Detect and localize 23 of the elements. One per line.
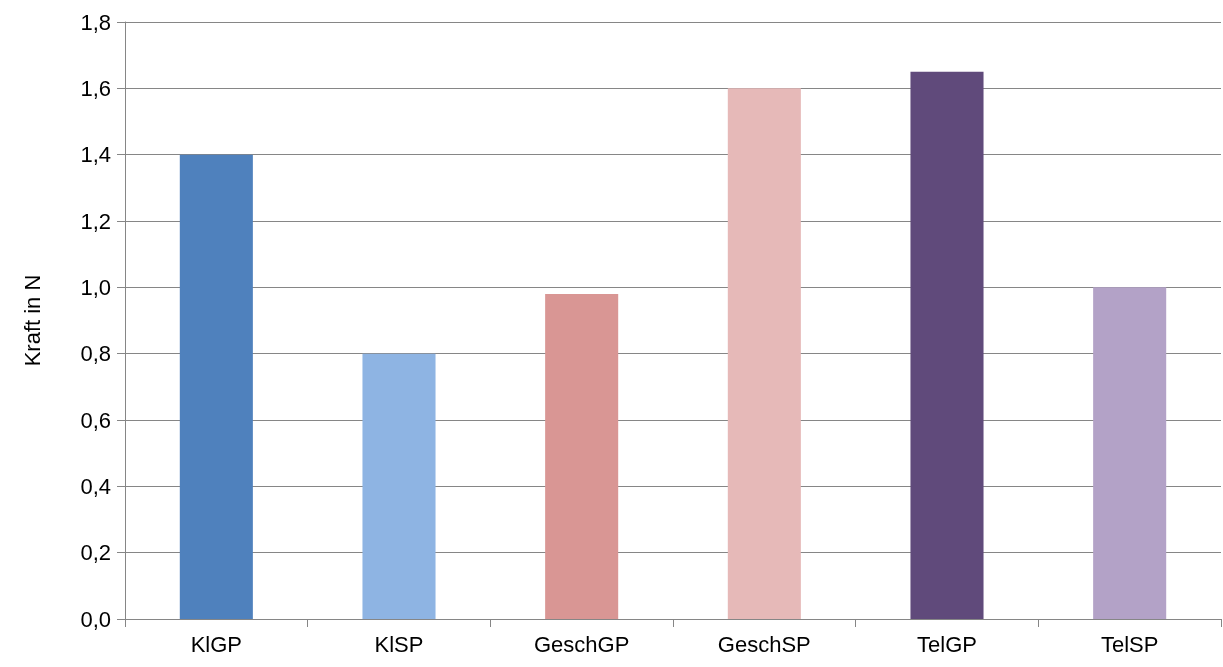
bar [910,71,984,619]
x-tick-label: GeschGP [533,631,630,657]
x-tick-label: GeschSP [717,631,811,657]
bar [179,154,253,619]
y-axis-title: Kraft in N [19,274,45,367]
x-tick-label: TelGP [917,631,977,657]
y-tick-label: 1,6 [80,75,111,101]
y-tick-label: 1,4 [80,142,111,168]
bar [1093,287,1167,619]
y-tick-label: 0,2 [80,540,111,566]
y-tick-label: 0,8 [80,341,111,367]
x-tick-label: KlGP [190,631,243,657]
y-tick-label: 1,2 [80,208,111,234]
y-tick-label: 0,4 [80,473,111,499]
y-tick-label: 0,0 [80,606,111,632]
y-tick-label: 1,0 [80,274,111,300]
y-tick-label: 1,8 [80,9,111,35]
x-tick-label: KlSP [374,631,424,657]
y-tick-label: 0,6 [80,407,111,433]
bar [545,293,619,619]
bar [727,88,801,619]
x-tick-label: TelSP [1100,631,1159,657]
bar [362,353,436,619]
